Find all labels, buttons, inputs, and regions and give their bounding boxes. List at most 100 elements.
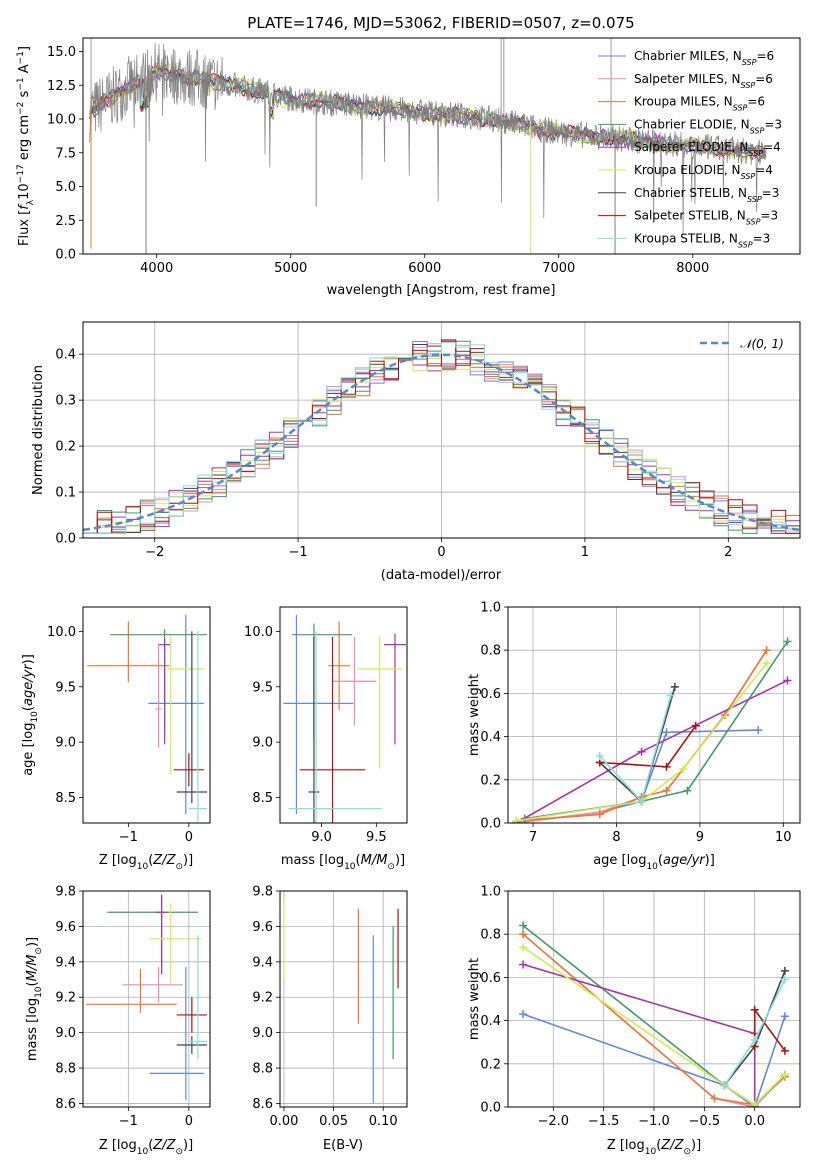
legend-text: =3 bbox=[753, 231, 771, 245]
label-part: )] bbox=[25, 937, 40, 947]
y-tick-label: 0.3 bbox=[55, 394, 76, 409]
label-part: Z [log bbox=[99, 1138, 137, 1153]
mass-weight-line bbox=[522, 963, 756, 1107]
label-part: ( bbox=[25, 981, 40, 986]
data-spectrum-line bbox=[89, 42, 767, 235]
mass-vs-Z-panel: −1 08.68.89.09.29.49.69.8Z [log10(Z/Z⊙)]m… bbox=[25, 885, 211, 1157]
legend-entry: Salpeter MILES, NSSP=6 bbox=[634, 72, 773, 90]
mass-weight-line bbox=[522, 1013, 786, 1107]
x-axis-label: Z [log10(Z/Z⊙)] bbox=[99, 853, 193, 872]
mass-weight-marker bbox=[762, 659, 771, 668]
label-part: )] bbox=[21, 654, 36, 664]
plot-area bbox=[519, 921, 789, 1107]
legend-text: Chabrier STELIB, N bbox=[634, 186, 747, 200]
residuals-panel: −2 −1 0 1 2 0.0 0.1 0.2 0.3 0.4 𝒩(0, 1) (data-model… bbox=[31, 321, 801, 583]
label-part: age/yr bbox=[21, 663, 36, 706]
x-tick-label: −1.5 bbox=[588, 1114, 620, 1129]
mass-weight-marker bbox=[710, 1094, 719, 1103]
label-part: )] bbox=[183, 1138, 193, 1153]
x-tick-label: 4000 bbox=[140, 261, 173, 276]
x-axis-label: (data-model)/error bbox=[381, 568, 502, 583]
legend-entry: Salpeter STELIB, NSSP=3 bbox=[634, 209, 778, 227]
mass-weight-marker bbox=[780, 1046, 789, 1055]
y-tick-label: 15.0 bbox=[47, 45, 76, 60]
label-part: −2 bbox=[16, 102, 26, 115]
x-tick-label: −1 bbox=[119, 830, 138, 845]
y-axis-label: mass [log10(M/M⊙)] bbox=[25, 937, 44, 1061]
mass-weight-marker bbox=[720, 1081, 729, 1090]
y-tick-label: 9.0 bbox=[252, 1026, 273, 1041]
label-part: ] bbox=[17, 46, 32, 51]
label-part: ( bbox=[21, 706, 36, 711]
y-axis-label: Flux [fλ10−17 erg cm−2 s−1 A−1] bbox=[16, 46, 36, 246]
gaussian-curve bbox=[83, 353, 800, 532]
label-part: 10 bbox=[344, 862, 356, 872]
mass-weight-marker bbox=[780, 966, 789, 975]
legend-entry: Kroupa STELIB, NSSP=3 bbox=[634, 231, 770, 249]
x-tick-label: 0.05 bbox=[319, 1114, 348, 1129]
x-tick-label: 7 bbox=[529, 830, 537, 845]
y-tick-label: 5.0 bbox=[55, 180, 76, 195]
y-tick-label: 0.0 bbox=[480, 817, 501, 832]
label-part: 10 bbox=[645, 1147, 657, 1157]
label-part: )] bbox=[705, 853, 715, 868]
x-tick-label: 0.0 bbox=[744, 1114, 765, 1129]
label-part: Z [log bbox=[99, 853, 137, 868]
legend-text: Salpeter MILES, N bbox=[634, 72, 741, 86]
label-part: 10 bbox=[34, 986, 44, 998]
y-tick-label: 9.5 bbox=[252, 680, 273, 695]
y-tick-label: 8.8 bbox=[252, 1062, 273, 1077]
x-tick-label: −2.0 bbox=[538, 1114, 570, 1129]
legend-subscript: SSP bbox=[742, 58, 757, 67]
y-tick-label: 8.6 bbox=[252, 1097, 273, 1112]
legend-text: Kroupa MILES, N bbox=[634, 95, 733, 109]
label-part: f bbox=[17, 203, 32, 210]
y-tick-label: 1.0 bbox=[480, 885, 501, 900]
mass-weight-marker bbox=[512, 816, 521, 823]
label-part: ⊙ bbox=[34, 947, 44, 955]
y-tick-label: 0.0 bbox=[55, 248, 76, 263]
mass-weight-marker bbox=[519, 943, 528, 952]
y-tick-label: 8.5 bbox=[252, 791, 273, 806]
mass-weight-marker bbox=[691, 721, 700, 730]
x-tick-label: 0.10 bbox=[369, 1114, 398, 1129]
label-part: mass weight bbox=[467, 674, 482, 756]
y-tick-label: 9.0 bbox=[252, 736, 273, 751]
x-tick-label: 9.0 bbox=[311, 830, 332, 845]
y-tick-label: 9.0 bbox=[55, 736, 76, 751]
axes-frame bbox=[507, 890, 801, 1108]
legend-entry: Kroupa MILES, NSSP=6 bbox=[634, 95, 765, 113]
label-part: Z [log bbox=[607, 1138, 645, 1153]
y-tick-label: 9.4 bbox=[252, 955, 273, 970]
legend-entry: Chabrier ELODIE, NSSP=3 bbox=[634, 117, 782, 135]
label-part: λ bbox=[26, 199, 36, 205]
x-tick-label: 9 bbox=[696, 830, 704, 845]
legend-text: =3 bbox=[762, 186, 780, 200]
label-part: ⊙ bbox=[683, 1147, 691, 1157]
x-tick-label: −1.0 bbox=[638, 1114, 670, 1129]
legend-entry: 𝒩(0, 1) bbox=[740, 337, 784, 351]
label-part: Z/Z bbox=[152, 1138, 176, 1153]
label-part: s bbox=[17, 90, 32, 101]
y-tick-label: 0.1 bbox=[55, 486, 76, 501]
x-axis-label: wavelength [Angstrom, rest frame] bbox=[327, 283, 556, 298]
y-axis-label: Normed distribution bbox=[31, 365, 46, 495]
mass-weight-marker bbox=[666, 691, 675, 700]
mass-weight-marker bbox=[662, 762, 671, 771]
label-part: 10 bbox=[17, 183, 32, 200]
label-part: ⊙ bbox=[387, 862, 395, 872]
y-tick-label: 0.2 bbox=[480, 1057, 501, 1072]
x-tick-label: −1 bbox=[289, 545, 308, 560]
legend-text: =6 bbox=[747, 95, 765, 109]
label-part: age/yr bbox=[663, 853, 706, 868]
y-tick-label: 0.0 bbox=[55, 532, 76, 547]
mass-weight-marker bbox=[595, 752, 604, 761]
legend-text: =4 bbox=[763, 140, 781, 154]
y-tick-label: 9.8 bbox=[252, 885, 273, 900]
x-axis-label: Z [log10(Z/Z⊙)] bbox=[607, 1138, 701, 1157]
label-part: −1 bbox=[16, 51, 26, 64]
legend-entry: Chabrier STELIB, NSSP=3 bbox=[634, 186, 779, 204]
y-tick-label: 0.2 bbox=[480, 773, 501, 788]
label-part: Flux [ bbox=[17, 210, 32, 246]
